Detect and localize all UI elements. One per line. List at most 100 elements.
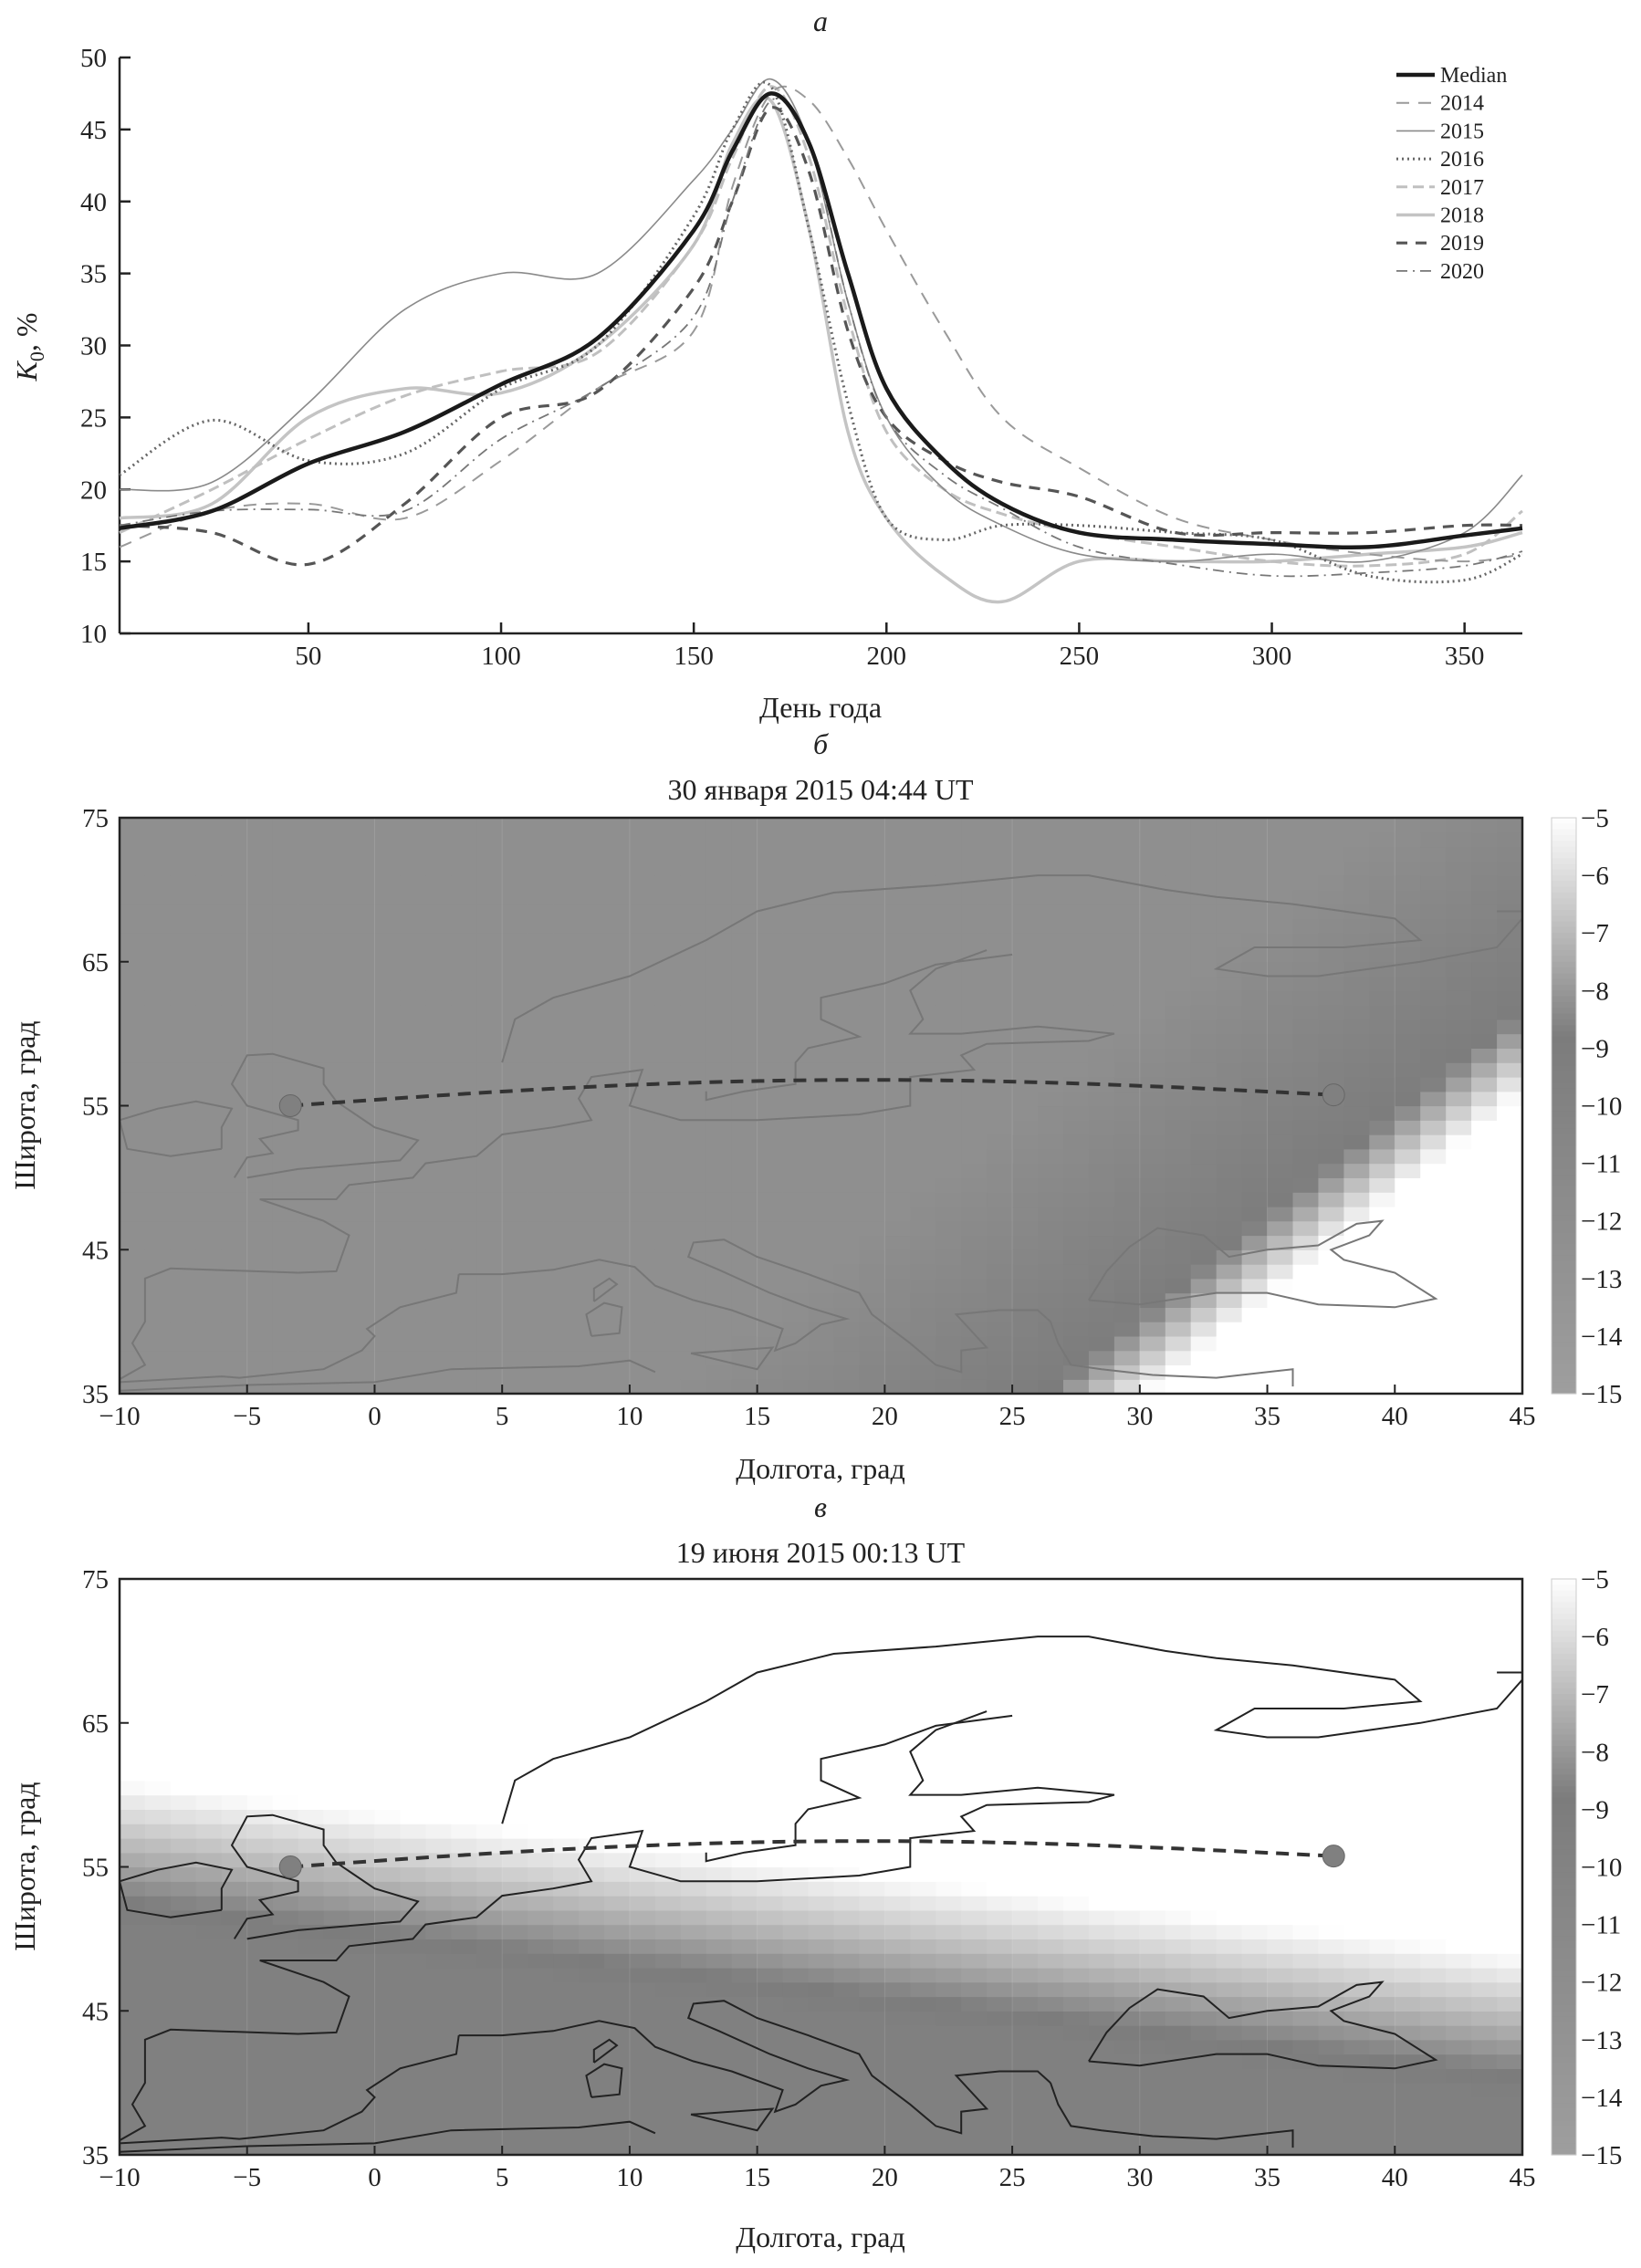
- heatmap-cell: [1241, 1019, 1269, 1035]
- heatmap-cell: [1190, 1996, 1218, 2012]
- heatmap-cell: [1241, 2025, 1269, 2041]
- heatmap-cell: [1318, 933, 1344, 948]
- colorbar-segment: [1552, 1999, 1576, 2006]
- heatmap-cell: [833, 2011, 860, 2026]
- heatmap-cell: [298, 1148, 325, 1165]
- heatmap-cell: [1343, 1105, 1370, 1121]
- heatmap-cell: [808, 1364, 834, 1380]
- heatmap-cell: [808, 918, 834, 934]
- colorbar-segment: [1552, 1654, 1576, 1660]
- heatmap-cell: [1318, 1019, 1344, 1035]
- heatmap-cell: [1343, 1206, 1370, 1222]
- heatmap-cell: [144, 1996, 172, 2012]
- heatmap-cell: [1012, 1650, 1039, 1667]
- heatmap-cell: [1113, 1019, 1141, 1035]
- heatmap-cell: [246, 1379, 274, 1395]
- heatmap-cell: [476, 2140, 503, 2156]
- heatmap-cell: [374, 1335, 401, 1352]
- heatmap-cell: [170, 2140, 197, 2156]
- heatmap-cell: [731, 1694, 758, 1709]
- heatmap-cell: [221, 1766, 248, 1782]
- heatmap-cell: [374, 2140, 401, 2156]
- heatmap-cell: [629, 1019, 656, 1035]
- heatmap-cell: [221, 1062, 248, 1078]
- heatmap-cell: [884, 1335, 911, 1352]
- heatmap-cell: [1318, 1163, 1344, 1178]
- heatmap-cell: [451, 846, 477, 862]
- heatmap-cell: [782, 1737, 810, 1752]
- heatmap-cell: [680, 2096, 707, 2113]
- heatmap-cell: [374, 933, 401, 948]
- colorbar-segment: [1552, 2148, 1576, 2156]
- colorbar-segment: [1552, 1699, 1576, 1707]
- heatmap-cell: [425, 1737, 452, 1752]
- heatmap-cell: [1063, 2140, 1090, 2156]
- heatmap-cell: [1190, 1249, 1218, 1265]
- colorbar-tick-label: −7: [1581, 1680, 1609, 1709]
- heatmap-cell: [451, 1794, 477, 1810]
- heatmap-cell: [425, 1622, 452, 1637]
- heatmap-cell: [1369, 1579, 1395, 1594]
- heatmap-cell: [1012, 1838, 1039, 1854]
- heatmap-cell: [1012, 1766, 1039, 1782]
- heatmap-cell: [1063, 1924, 1090, 1939]
- heatmap-cell: [1063, 1737, 1090, 1752]
- heatmap-cell: [400, 1881, 426, 1897]
- heatmap-cell: [782, 1679, 810, 1695]
- heatmap-cell: [349, 1364, 375, 1380]
- heatmap-cell: [757, 1350, 784, 1366]
- heatmap-cell: [1292, 1379, 1319, 1395]
- heatmap-cell: [144, 918, 172, 934]
- heatmap-cell: [1318, 1350, 1344, 1366]
- heatmap-cell: [935, 1005, 962, 1020]
- heatmap-cell: [1292, 1953, 1319, 1969]
- heatmap-cell: [170, 1866, 197, 1882]
- colorbar-segment: [1552, 1197, 1576, 1205]
- colorbar-segment: [1552, 1751, 1576, 1759]
- heatmap-cell: [400, 947, 426, 963]
- heatmap-cell: [1216, 1737, 1243, 1752]
- heatmap-cell: [579, 976, 605, 991]
- heatmap-cell: [833, 1766, 860, 1782]
- heatmap-cell: [349, 2126, 375, 2141]
- heatmap-cell: [987, 2096, 1013, 2113]
- heatmap-cell: [579, 889, 605, 905]
- heatmap-cell: [1190, 1264, 1218, 1280]
- heatmap-cell: [170, 1579, 197, 1594]
- heatmap-cell: [987, 1909, 1013, 1926]
- heatmap-cell: [1446, 990, 1472, 1006]
- heatmap-cell: [833, 1881, 860, 1897]
- heatmap-cell: [1139, 1694, 1166, 1709]
- heatmap-cell: [1395, 2096, 1421, 2113]
- heatmap-cell: [706, 1579, 733, 1594]
- heatmap-cell: [1420, 1364, 1447, 1380]
- heatmap-cell: [221, 818, 248, 833]
- heatmap-cell: [884, 990, 911, 1006]
- heatmap-cell: [400, 861, 426, 876]
- heatmap-cell: [1216, 1163, 1243, 1178]
- heatmap-cell: [374, 990, 401, 1006]
- heatmap-cell: [706, 1062, 733, 1078]
- colorbar-segment: [1552, 1659, 1576, 1667]
- heatmap-cell: [1420, 976, 1447, 991]
- heatmap-cell: [706, 1794, 733, 1810]
- heatmap-cell: [884, 2126, 911, 2141]
- heatmap-cell: [502, 861, 528, 876]
- heatmap-cell: [1063, 1694, 1090, 1709]
- colorbar-segment: [1552, 2114, 1576, 2121]
- heatmap-cell: [680, 1896, 707, 1911]
- heatmap-cell: [782, 2111, 810, 2127]
- heatmap-cell: [935, 933, 962, 948]
- heatmap-cell: [144, 1307, 172, 1322]
- heatmap-cell: [120, 889, 146, 905]
- heatmap-cell: [1139, 1924, 1166, 1939]
- heatmap-cell: [1139, 933, 1166, 948]
- heatmap-cell: [195, 1148, 223, 1165]
- heatmap-cell: [604, 818, 631, 833]
- heatmap-cell: [349, 1709, 375, 1724]
- heatmap-cell: [246, 1809, 274, 1824]
- heatmap-cell: [1241, 2083, 1269, 2098]
- heatmap-cell: [1190, 1220, 1218, 1237]
- heatmap-cell: [1139, 2083, 1166, 2098]
- heatmap-cell: [425, 1838, 452, 1854]
